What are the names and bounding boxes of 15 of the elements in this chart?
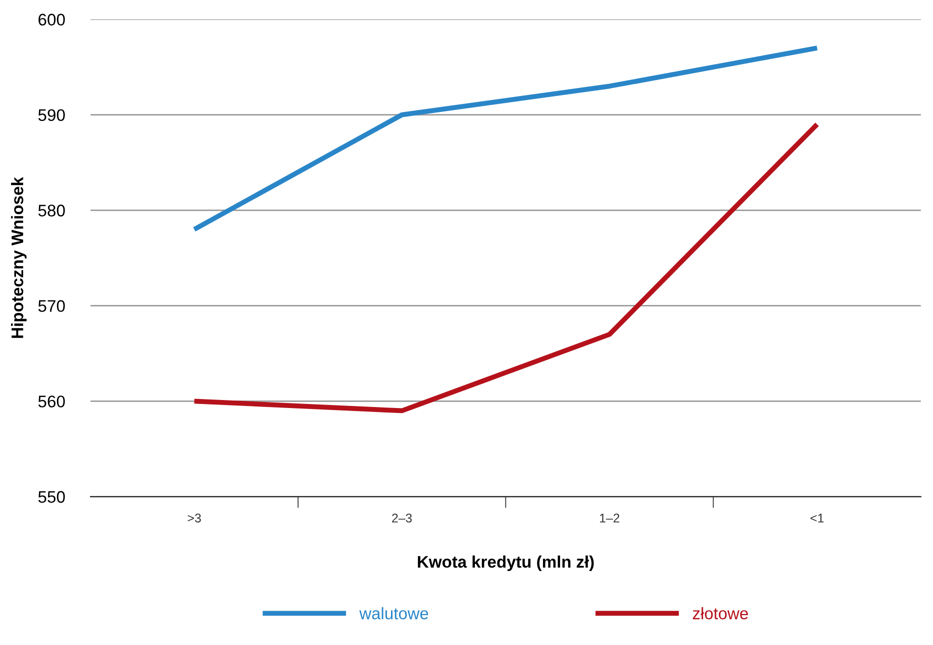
text: złotowe — [692, 607, 748, 620]
line-series — [192, 46, 820, 232]
y-tick-label: 550 — [38, 491, 65, 503]
y-axis-title: Hipoteczny Wniosek — [11, 176, 27, 338]
y-tick-label: 580 — [38, 204, 65, 216]
y-tick-label: 600 — [38, 14, 65, 26]
x-tick-label: 2–3 — [392, 514, 412, 522]
x-tick-label: >3 — [188, 514, 201, 522]
y-tick-label: 590 — [38, 109, 65, 122]
x-axis-title: Kwota kredytu (mln zł) — [418, 556, 594, 572]
x-tick-label: <1 — [810, 514, 824, 522]
y-tick-label: 560 — [38, 396, 65, 408]
y-tick-label: 570 — [38, 300, 65, 312]
text: walutowe — [359, 607, 428, 620]
x-tick-label: 1–2 — [600, 514, 620, 522]
